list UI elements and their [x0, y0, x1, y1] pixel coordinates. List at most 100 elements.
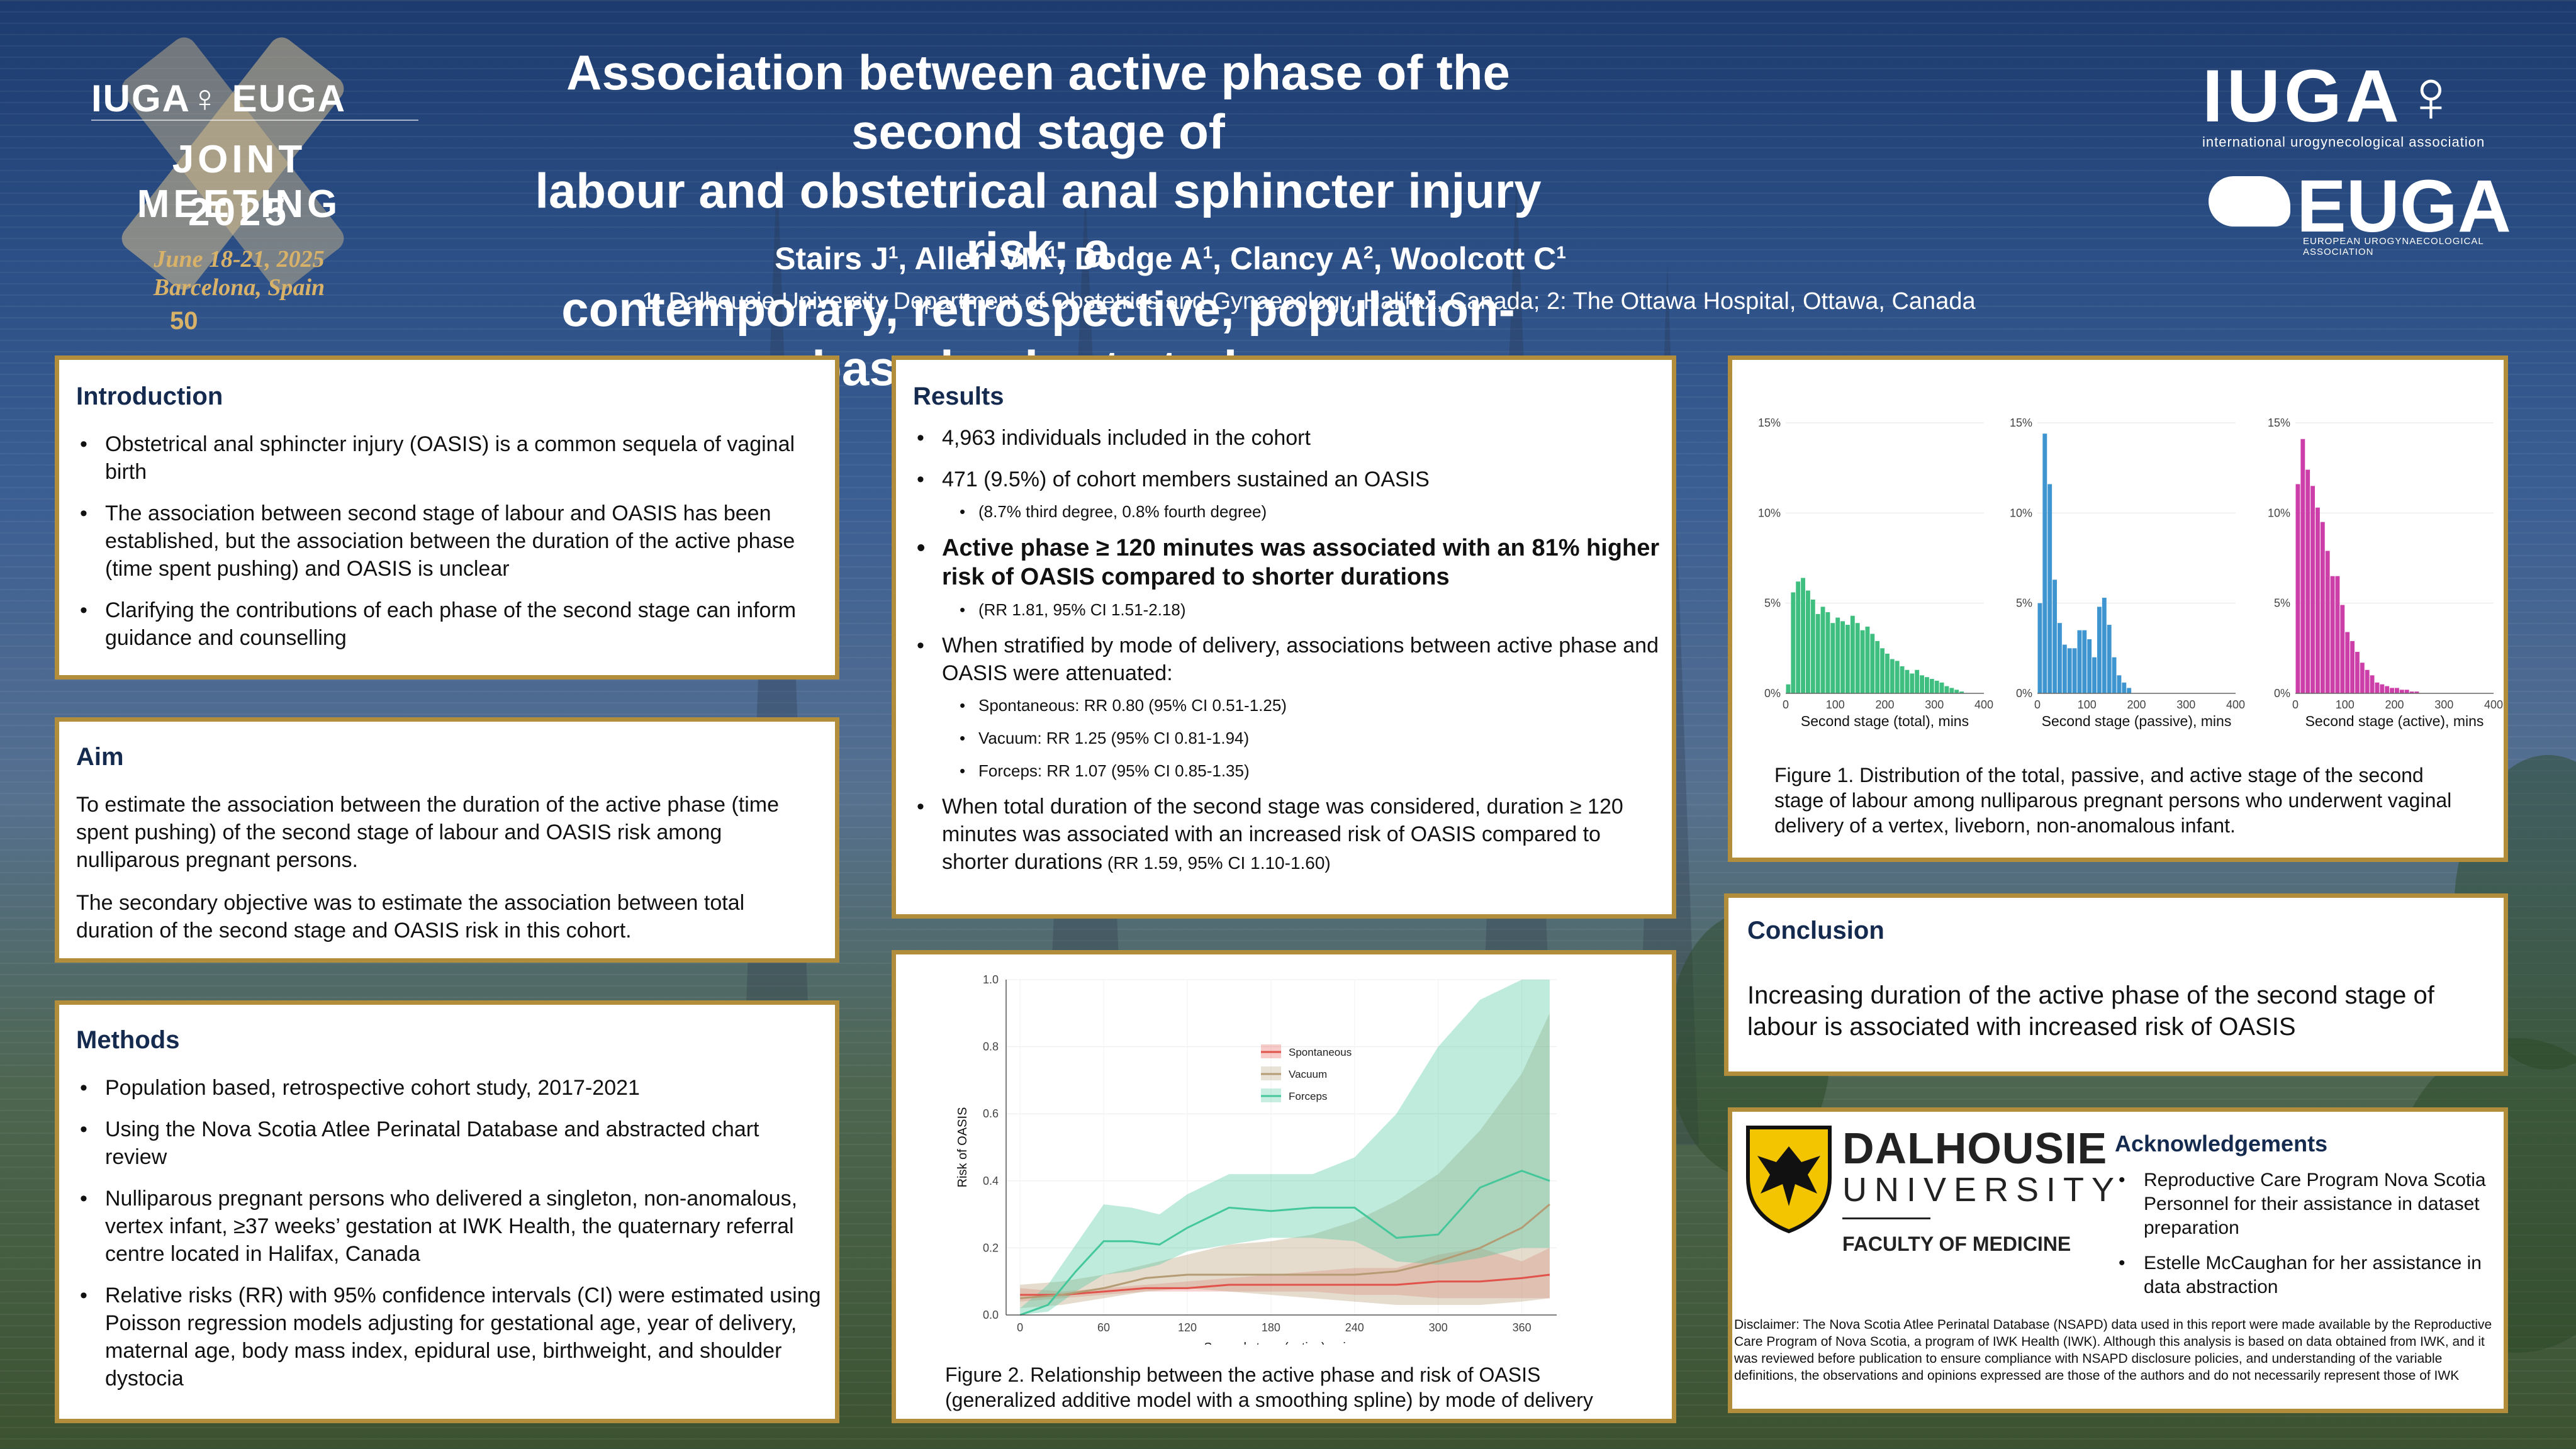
histogram-bar	[2365, 669, 2370, 693]
author-name: Dodge A	[1074, 241, 1203, 276]
histogram-bar	[2325, 551, 2330, 693]
x-tick-label: 400	[2484, 698, 2503, 711]
histogram-bar	[2340, 605, 2345, 693]
histogram-bar	[1850, 615, 1855, 693]
histogram-bar	[2350, 641, 2355, 693]
histogram-bar	[2102, 598, 2107, 693]
x-tick-label: 360	[1513, 1321, 1532, 1334]
histogram-bar	[1890, 659, 1895, 693]
histogram-bar	[1895, 661, 1900, 693]
series-line	[1020, 1203, 1550, 1299]
histogram-bar	[2072, 648, 2077, 693]
histogram-bar	[1875, 641, 1880, 693]
histogram-bar	[2052, 579, 2057, 693]
x-tick-label: 400	[1974, 698, 1993, 711]
histogram-bar	[1910, 673, 1915, 693]
histogram-bar	[2310, 486, 2315, 693]
conclusion-text: Increasing duration of the active phase …	[1747, 982, 2434, 1041]
histogram-bar	[2107, 625, 2112, 693]
dalhousie-name: DALHOUSIE	[1842, 1124, 2108, 1173]
x-tick-label: 120	[1178, 1321, 1197, 1334]
x-tick-label: 300	[2434, 698, 2453, 711]
y-tick-label: 0%	[1764, 687, 1781, 700]
histogram-bar	[2295, 484, 2300, 693]
histogram-bar	[1939, 682, 1944, 693]
histogram-bar	[2087, 639, 2092, 693]
histogram-bar	[1929, 679, 1934, 693]
author-name: Woolcott C	[1391, 241, 1557, 276]
histogram-bar	[2112, 657, 2117, 693]
x-tick-label: 0	[1017, 1321, 1023, 1334]
author-affil-sup: 1	[888, 242, 899, 262]
histogram-bar	[1934, 680, 1939, 693]
histogram-bar	[2122, 682, 2127, 693]
histogram-bar	[2058, 623, 2062, 693]
histogram-bar	[1954, 690, 1959, 693]
methods-heading: Methods	[76, 1026, 180, 1054]
histogram-bar	[2345, 632, 2350, 693]
histogram-bar	[2414, 691, 2419, 693]
y-tick-label: 10%	[1758, 506, 1781, 519]
x-tick-label: 240	[1345, 1321, 1364, 1334]
histogram-bar	[2316, 507, 2320, 693]
poster-title: Association between active phase of the …	[516, 43, 1560, 398]
histogram-bar	[2360, 663, 2365, 693]
author-affil-sup: 1	[1202, 242, 1213, 262]
histogram-bar	[2127, 688, 2132, 693]
list-item: When total duration of the second stage …	[913, 793, 1662, 877]
introduction-heading: Introduction	[76, 383, 223, 410]
histogram-bar	[2097, 607, 2102, 693]
histogram-bar	[2330, 576, 2335, 693]
methods-list: Population based, retrospective cohort s…	[76, 1074, 825, 1406]
histogram-bar	[2395, 688, 2399, 693]
histogram-bar	[2385, 686, 2390, 693]
euga-logo-text: EUGA	[2297, 165, 2511, 248]
y-tick-label: 5%	[2274, 597, 2290, 610]
acknowledgements-panel: DALHOUSIE UNIVERSITY FACULTY OF MEDICINE…	[1728, 1107, 2508, 1413]
sub-item: (RR 1.81, 95% CI 1.51-2.18)	[913, 599, 1662, 620]
y-tick-label: 10%	[2268, 506, 2290, 519]
histogram-bar	[2390, 688, 2394, 693]
aim-panel: Aim To estimate the association between …	[55, 717, 839, 963]
iuga-logo-subtitle: international urogynecological associati…	[2202, 134, 2485, 150]
histogram-bar	[1915, 669, 1920, 693]
histogram-bar	[2305, 469, 2310, 693]
x-tick-label: 0	[2034, 698, 2041, 711]
dalhousie-crest-icon	[1746, 1126, 1832, 1234]
disclaimer: Disclaimer: The Nova Scotia Atlee Perina…	[1734, 1318, 2492, 1383]
histogram-bar	[1944, 686, 1949, 693]
y-tick-label: 0.6	[983, 1107, 999, 1120]
y-tick-label: 0.4	[983, 1175, 999, 1187]
result-text: When total duration of the second stage …	[942, 795, 1623, 874]
histogram-bar	[1786, 684, 1791, 693]
histogram-bar	[2335, 576, 2340, 693]
y-tick-label: 0.2	[983, 1241, 999, 1254]
histogram-bar	[2355, 652, 2360, 693]
acknowledgements-heading: Acknowledgements	[2115, 1131, 2328, 1156]
histogram-bar	[2409, 691, 2414, 693]
author-affil-sup: 1	[1556, 242, 1566, 262]
logo-anniversary: 50	[170, 307, 198, 335]
logo-place: Barcelona, Spain	[153, 274, 325, 301]
histogram-bar	[1810, 599, 1815, 693]
key-result-text: Active phase ≥ 120 minutes was associate…	[942, 535, 1660, 590]
histogram-bar	[1830, 623, 1835, 693]
histogram-bar	[2067, 648, 2072, 693]
histogram-bar	[1835, 617, 1840, 693]
histogram-bar	[2320, 522, 2325, 693]
histogram-bar	[1825, 612, 1830, 693]
histogram-bar	[1860, 630, 1865, 693]
x-tick-label: 400	[2226, 698, 2245, 711]
list-item: Obstetrical anal sphincter injury (OASIS…	[76, 430, 819, 486]
y-tick-label: 0%	[2274, 687, 2290, 700]
histogram-bar	[1820, 607, 1825, 693]
x-axis-label: Second stage (total), mins	[1801, 713, 1969, 729]
histogram-bar	[1815, 613, 1820, 693]
methods-panel: Methods Population based, retrospective …	[55, 1000, 839, 1423]
histogram-bar	[1806, 590, 1810, 693]
list-item: Nulliparous pregnant persons who deliver…	[76, 1185, 825, 1268]
logo-date: June 18-21, 2025	[154, 246, 325, 272]
aim-paragraph: The secondary objective was to estimate …	[76, 891, 745, 943]
histogram-bar	[2092, 657, 2097, 693]
histogram-bar	[1925, 677, 1929, 693]
